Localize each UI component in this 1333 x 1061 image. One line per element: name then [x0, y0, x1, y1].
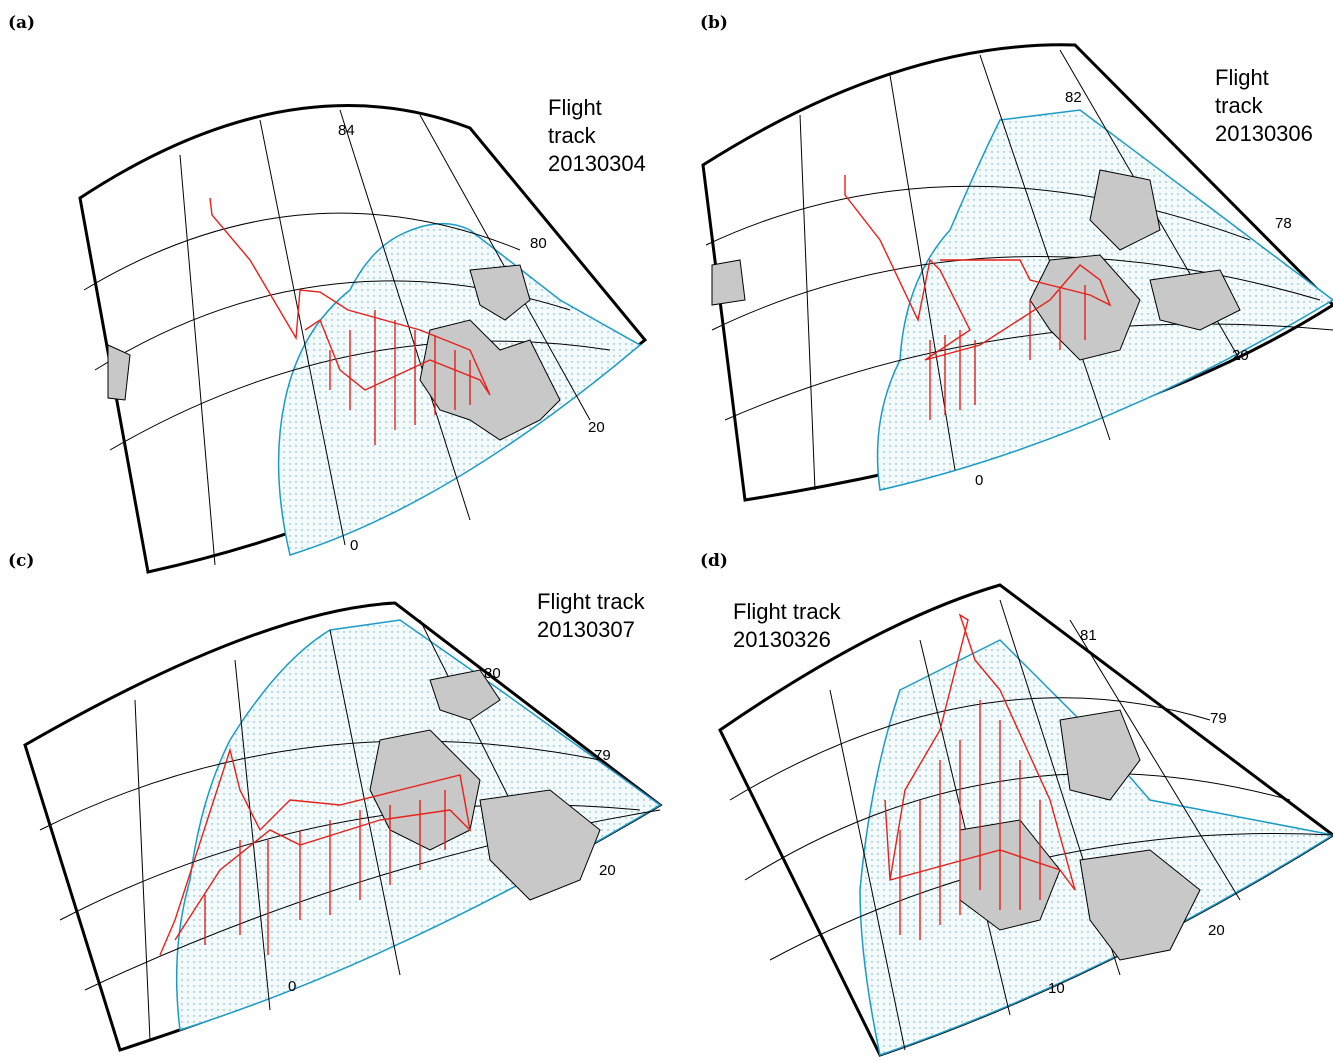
flight-track	[844, 175, 1112, 420]
land	[469, 264, 531, 321]
land	[1079, 849, 1201, 961]
panel-label: (d)	[700, 551, 728, 571]
flight-track	[884, 613, 1076, 940]
panel-title: Flight	[548, 95, 602, 120]
panel-title: track	[1215, 93, 1264, 118]
map-panel-a: (a) Flight track 20130304 84 80 20 0	[8, 13, 648, 574]
panel-title: 20130326	[733, 627, 831, 652]
panel-title: Flight	[1215, 65, 1269, 90]
land	[1089, 169, 1161, 251]
map-panel-c: (c) Flight track 20130307 80 79 20 0	[8, 551, 663, 1052]
land	[107, 344, 131, 401]
grid-label: 84	[338, 122, 355, 139]
flight-track	[159, 747, 472, 956]
grid-label: 20	[1232, 347, 1249, 364]
panel-title: 20130306	[1215, 121, 1313, 146]
land	[1149, 269, 1241, 331]
panel-title: 20130304	[548, 151, 646, 176]
grid-label: 20	[588, 419, 605, 436]
panel-title: Flight track	[537, 589, 646, 614]
map-panel-b: (b) Flight track 20130306 82 78 20 0	[700, 13, 1333, 502]
land	[429, 669, 501, 721]
grid-label: 79	[1210, 710, 1227, 727]
panel-label: (a)	[8, 13, 35, 33]
land	[479, 789, 601, 901]
grid-label: 81	[1080, 627, 1097, 644]
flight-track	[209, 197, 491, 445]
land	[711, 259, 746, 306]
panel-title: 20130307	[537, 617, 635, 642]
panel-label: (b)	[700, 13, 728, 33]
grid-label: 82	[1065, 89, 1082, 106]
grid-label: 10	[1048, 980, 1065, 997]
grid-label: 20	[1208, 922, 1225, 939]
grid-label: 79	[594, 747, 611, 764]
grid-label: 0	[288, 978, 296, 995]
panel-title: Flight track	[733, 599, 842, 624]
panel-label: (c)	[8, 551, 34, 571]
grid-label: 80	[530, 235, 547, 252]
grid-label: 0	[350, 537, 358, 554]
grid-label: 78	[1275, 215, 1292, 232]
grid-label: 0	[975, 472, 983, 489]
grid-label: 80	[484, 665, 501, 682]
map-panel-d: (d) Flight track 20130326 81 79 20 10	[700, 551, 1333, 1057]
panel-title: track	[548, 123, 597, 148]
land	[1059, 709, 1141, 801]
grid-label: 20	[599, 862, 616, 879]
